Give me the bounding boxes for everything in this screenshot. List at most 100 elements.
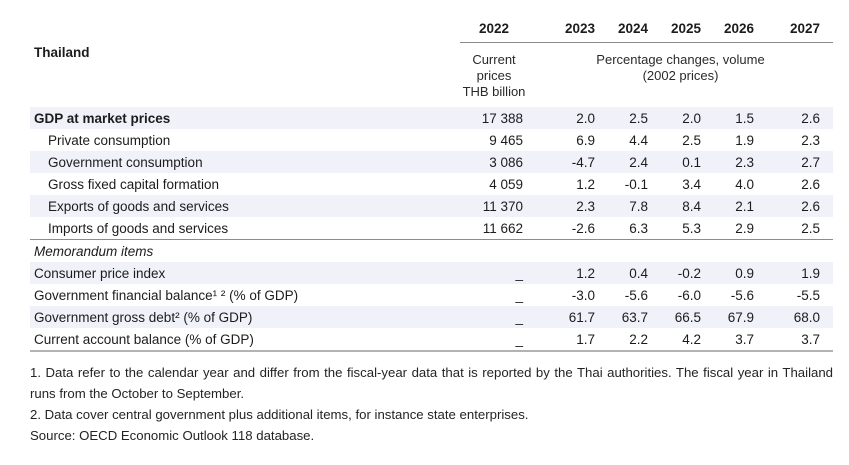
year-header-2023: 2023 <box>528 14 600 43</box>
row-value: -0.2 <box>677 265 701 281</box>
table-row: Exports of goods and services 11 370 2.3 7.… <box>30 195 833 217</box>
row-value: -2.6 <box>571 220 595 236</box>
year-header-2027: 2027 <box>759 14 833 43</box>
row-value: 7.8 <box>629 198 648 214</box>
row-value: 6.9 <box>576 132 595 148</box>
table-row: Consumer price index _ 1.2 0.4 -0.2 0.9 1.9 <box>30 262 833 284</box>
row-value: -0.1 <box>624 176 648 192</box>
table-row: Government financial balance¹ ² (% of GD… <box>30 284 833 306</box>
row-value: 6.3 <box>629 220 648 236</box>
row-value: -6.0 <box>677 287 701 303</box>
year-header-row: Thailand 2022 2023 2024 2025 2026 2027 <box>30 14 833 60</box>
year-header-2024: 2024 <box>600 14 653 43</box>
row-value: 2.7 <box>801 154 820 170</box>
row-value: -5.5 <box>796 287 820 303</box>
row-label: Government gross debt² (% of GDP) <box>34 309 253 325</box>
row-value: 2.2 <box>600 328 653 352</box>
row-value: -5.6 <box>730 287 754 303</box>
row-value: -5.6 <box>624 287 648 303</box>
row-value: 2.0 <box>682 110 701 126</box>
row-value: 2.6 <box>801 176 820 192</box>
economic-outlook-table: Thailand 2022 2023 2024 2025 2026 2027 C… <box>30 14 833 352</box>
table-row: Gross fixed capital formation 4 059 1.2 -0.… <box>30 173 833 195</box>
row-label: Government financial balance¹ ² (% of GD… <box>34 287 299 303</box>
row-value: 2.3 <box>735 154 754 170</box>
row-label: Private consumption <box>48 132 171 148</box>
row-value: 3.4 <box>682 176 701 192</box>
row-value: 1.9 <box>801 265 820 281</box>
table-body: GDP at market prices 17 388 2.0 2.5 2.0 1.5 2.… <box>30 107 833 352</box>
source-line: Source: OECD Economic Outlook 118 databa… <box>30 428 315 443</box>
row-value: 3.7 <box>706 328 759 352</box>
row-label: Government consumption <box>48 154 203 170</box>
row-value: 2.5 <box>682 132 701 148</box>
table-row: Government consumption 3 086 -4.7 2.4 0.1 2.3… <box>30 151 833 173</box>
row-value: 4.4 <box>629 132 648 148</box>
row-value: -3.0 <box>571 287 595 303</box>
row-value: _ <box>515 265 523 281</box>
row-value: 2.1 <box>735 198 754 214</box>
row-value: 2.5 <box>629 110 648 126</box>
row-label: Memorandum items <box>30 239 833 262</box>
row-value: 67.9 <box>727 309 754 325</box>
page: Thailand 2022 2023 2024 2025 2026 2027 C… <box>30 14 833 446</box>
table-row: Imports of goods and services 11 662 -2.6 6… <box>30 217 833 240</box>
row-value: 1.2 <box>576 176 595 192</box>
row-value: 8.4 <box>682 198 701 214</box>
row-value: 11 662 <box>482 220 523 236</box>
row-value: 3 086 <box>489 154 523 170</box>
row-value: 1.7 <box>528 328 600 352</box>
row-value: 17 388 <box>481 110 523 126</box>
row-value: 1.5 <box>735 110 754 126</box>
row-value: 1.2 <box>576 265 595 281</box>
section-header-row: Memorandum items <box>30 239 833 262</box>
row-value: 2.3 <box>576 198 595 214</box>
footnote-1: 1. Data refer to the calendar year and d… <box>30 365 833 401</box>
percentage-changes-subtitle: Percentage changes, volume (2002 prices) <box>528 43 833 108</box>
row-value: 11 370 <box>482 198 523 214</box>
row-value: 4.2 <box>653 328 706 352</box>
row-value: 2.3 <box>801 132 820 148</box>
year-header-2025: 2025 <box>653 14 706 43</box>
subtitle-line: Percentage changes, volume <box>596 52 765 67</box>
row-value: 2.6 <box>801 110 820 126</box>
row-value: 2.5 <box>801 220 820 236</box>
footnotes: 1. Data refer to the calendar year and d… <box>30 362 833 446</box>
subtitle-line: THB billion <box>462 84 526 99</box>
row-value: _ <box>515 287 523 303</box>
row-value: 2.0 <box>576 110 595 126</box>
row-label: GDP at market prices <box>34 110 171 126</box>
row-value: 3.7 <box>759 328 833 352</box>
table-row: Current account balance (% of GDP) _ 1.7 2.… <box>30 328 833 352</box>
row-value: 63.7 <box>621 309 648 325</box>
row-value: -4.7 <box>571 154 595 170</box>
year-header-2026: 2026 <box>706 14 759 43</box>
row-value: 0.4 <box>629 265 648 281</box>
row-value: 0.9 <box>735 265 754 281</box>
row-value: 1.9 <box>735 132 754 148</box>
row-value: 4.0 <box>735 176 754 192</box>
footnote-2: 2. Data cover central government plus ad… <box>30 407 529 422</box>
row-value: 61.7 <box>568 309 595 325</box>
subtitle-line: Current prices <box>472 52 516 83</box>
country-title: Thailand <box>34 45 90 60</box>
row-value: 0.1 <box>682 154 701 170</box>
row-value: 68.0 <box>793 309 820 325</box>
table-row: GDP at market prices 17 388 2.0 2.5 2.0 1.5 2.… <box>30 107 833 129</box>
subtitle-line: (2002 prices) <box>642 68 719 83</box>
row-value: 2.6 <box>801 198 820 214</box>
row-value: 5.3 <box>682 220 701 236</box>
row-value: 4 059 <box>489 176 523 192</box>
year-header-2022: 2022 <box>460 14 528 43</box>
row-label: Consumer price index <box>34 265 166 281</box>
row-value: 66.5 <box>674 309 701 325</box>
row-label: Current account balance (% of GDP) <box>30 328 460 352</box>
row-value: 2.9 <box>735 220 754 236</box>
current-prices-subtitle: Current prices THB billion <box>460 43 528 108</box>
table-row: Private consumption 9 465 6.9 4.4 2.5 1.9 2.3 <box>30 129 833 151</box>
row-value: _ <box>515 309 523 325</box>
row-value: _ <box>460 328 528 352</box>
row-label: Imports of goods and services <box>48 220 229 236</box>
row-label: Exports of goods and services <box>48 198 229 214</box>
row-value: 2.4 <box>629 154 648 170</box>
